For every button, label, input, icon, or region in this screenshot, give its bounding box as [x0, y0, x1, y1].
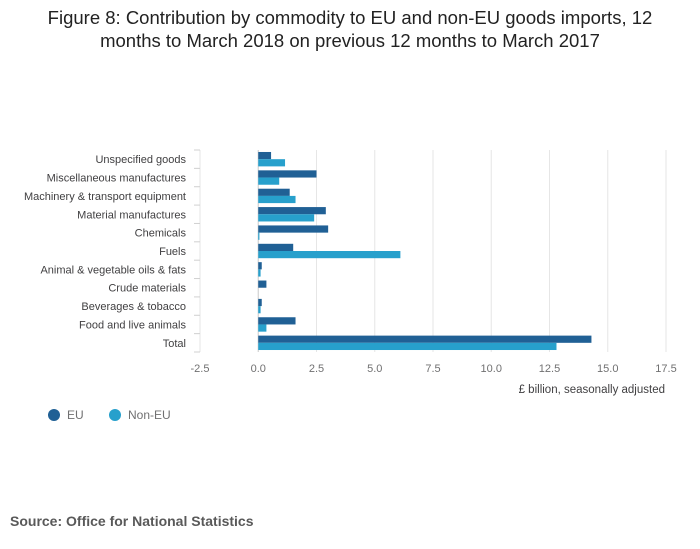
bar-eu-5[interactable] — [258, 225, 329, 233]
category-label: Crude materials — [108, 283, 186, 295]
bar-eu-6[interactable] — [258, 243, 294, 251]
bar-eu-1[interactable] — [258, 151, 272, 160]
bar-non-eu-1[interactable] — [258, 159, 286, 167]
bars — [258, 151, 592, 351]
chart-title-line-1: Figure 8: Contribution by commodity to E… — [47, 7, 653, 28]
legend-label-eu: EU — [67, 408, 84, 422]
bar-eu-7[interactable] — [258, 262, 262, 270]
bar-non-eu-2[interactable] — [258, 177, 280, 185]
x-tick-label: 0.0 — [251, 363, 266, 375]
chart-title-line-2: months to March 2018 on previous 12 mont… — [100, 30, 600, 51]
category-label: Unspecified goods — [95, 154, 186, 166]
bar-non-eu-10[interactable] — [258, 324, 267, 332]
x-tick-label: 10.0 — [481, 363, 502, 375]
x-tick-label: 17.5 — [655, 363, 676, 375]
category-label: Total — [163, 338, 186, 350]
chart-title: Figure 8: Contribution by commodity to E… — [20, 6, 680, 52]
category-label: Miscellaneous manufactures — [47, 173, 187, 185]
legend-item-eu[interactable]: EU — [48, 408, 84, 422]
x-axis-ticks: -2.5 0.0 2.5 5.0 7.5 10.0 12.5 15.0 17.5 — [191, 363, 677, 375]
bar-eu-3[interactable] — [258, 188, 290, 196]
bar-eu-9[interactable] — [258, 298, 262, 307]
legend-label-non-eu: Non-EU — [128, 408, 171, 422]
x-tick-label: 12.5 — [539, 363, 560, 375]
category-label: Material manufactures — [77, 209, 186, 221]
legend: EU Non-EU — [48, 408, 193, 424]
bar-non-eu-11[interactable] — [258, 342, 557, 351]
bar-non-eu-5[interactable] — [258, 232, 260, 240]
bar-non-eu-9[interactable] — [258, 306, 261, 314]
legend-item-non-eu[interactable]: Non-EU — [109, 408, 171, 422]
bar-non-eu-6[interactable] — [258, 251, 401, 259]
bar-eu-8[interactable] — [258, 280, 267, 288]
bar-eu-10[interactable] — [258, 317, 296, 325]
legend-marker-non-eu — [109, 409, 122, 421]
x-tick-label: 2.5 — [309, 363, 324, 375]
x-axis-title: £ billion, seasonally adjusted — [519, 384, 665, 396]
category-label: Beverages & tobacco — [81, 301, 186, 313]
category-label: Chemicals — [135, 228, 187, 240]
x-tick-label: 7.5 — [425, 363, 440, 375]
category-label: Animal & vegetable oils & fats — [40, 264, 186, 276]
x-tick-label: -2.5 — [191, 363, 210, 375]
bar-non-eu-4[interactable] — [258, 214, 315, 222]
category-label: Fuels — [159, 246, 186, 258]
bar-eu-11[interactable] — [258, 335, 592, 343]
y-axis-categories: Unspecified goods Miscellaneous manufactu… — [24, 154, 187, 350]
source-note: Source: Office for National Statistics — [10, 513, 254, 529]
x-tick-label: 5.0 — [367, 363, 382, 375]
bar-eu-2[interactable] — [258, 170, 317, 178]
category-label: Food and live animals — [79, 319, 187, 331]
x-tick-label: 15.0 — [597, 363, 618, 375]
legend-marker-eu — [48, 409, 60, 421]
category-label: Machinery & transport equipment — [24, 191, 186, 203]
bar-non-eu-3[interactable] — [258, 195, 296, 204]
bar-non-eu-7[interactable] — [258, 269, 261, 277]
bar-eu-4[interactable] — [258, 207, 326, 215]
